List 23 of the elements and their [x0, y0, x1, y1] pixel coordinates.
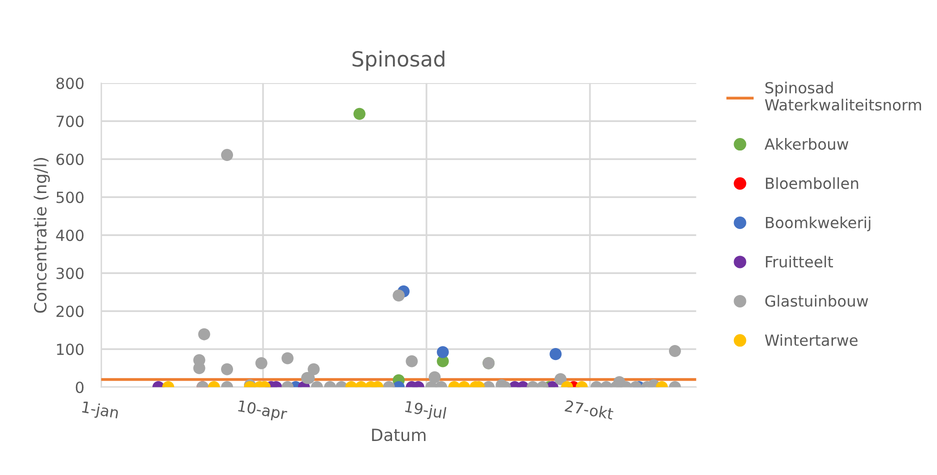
legend-label: Boomkwekerij [766, 216, 870, 232]
legend-label: Spinosad Waterkwaliteitsnorm [764, 82, 922, 111]
legend-label: Akkerbouw [764, 138, 848, 150]
x-tick-label: 27-okt [564, 400, 614, 420]
x-tick-label: 19-jul [404, 400, 446, 422]
y-tick-label: 0 [76, 382, 84, 394]
legend-label: Bloembollen [766, 177, 858, 190]
x-tick-label: 1-jan [81, 400, 119, 422]
y-tick-label: 600 [56, 154, 84, 166]
legend-label: Glastuinbouw [765, 294, 868, 307]
legend-label: Fruitteelt [766, 256, 833, 268]
x-tick-label: 10-apr [237, 400, 288, 423]
chart-title: Spinosad [352, 50, 444, 71]
y-tick-label: 100 [57, 344, 84, 356]
y-axis-title: Concentratie (ng/l) [34, 158, 50, 313]
y-tick-label: 800 [56, 78, 84, 90]
legend-label: Wintertarwe [764, 334, 858, 346]
y-tick-label: 400 [56, 230, 84, 242]
y-tick-label: 700 [56, 116, 84, 128]
y-tick-label: 200 [56, 306, 84, 318]
y-tick-label: 300 [56, 268, 84, 280]
y-tick-label: 500 [56, 192, 84, 204]
x-axis-title: Datum [372, 428, 426, 442]
